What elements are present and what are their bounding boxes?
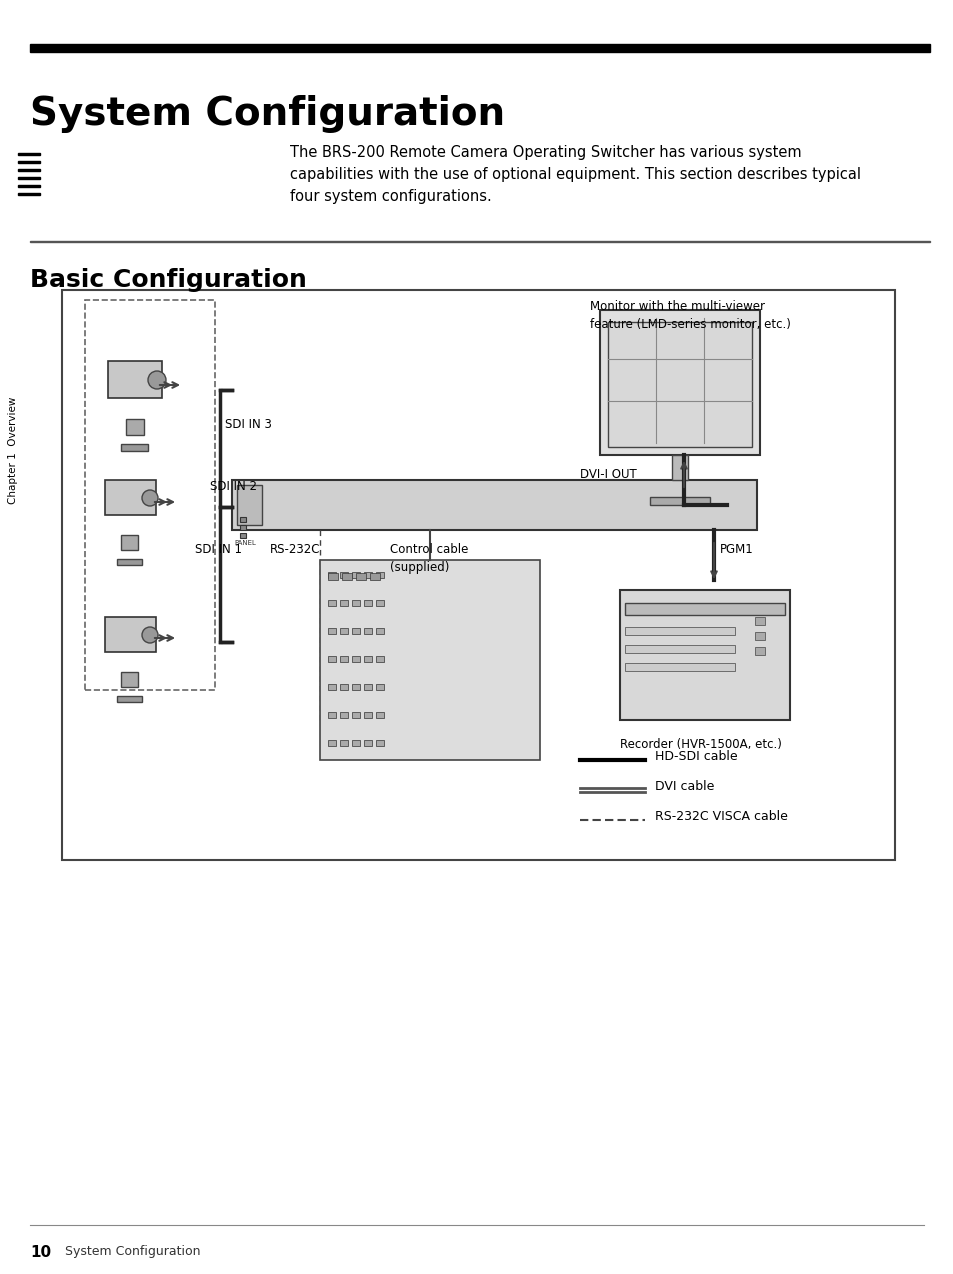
Bar bbox=[352, 712, 359, 719]
Bar bbox=[341, 573, 352, 580]
Text: PGM1: PGM1 bbox=[720, 543, 753, 555]
Bar bbox=[105, 480, 156, 515]
Bar bbox=[375, 740, 384, 747]
Bar bbox=[18, 169, 40, 171]
Bar bbox=[18, 177, 40, 180]
Text: The BRS-200 Remote Camera Operating Switcher has various system
capabilities wit: The BRS-200 Remote Camera Operating Swit… bbox=[290, 145, 861, 204]
Text: HD-SDI cable: HD-SDI cable bbox=[655, 750, 737, 763]
Bar bbox=[352, 684, 359, 691]
Bar bbox=[339, 572, 348, 578]
Bar bbox=[375, 712, 384, 719]
Bar bbox=[624, 662, 734, 671]
Bar bbox=[328, 740, 335, 747]
Bar bbox=[18, 161, 40, 163]
Text: 10: 10 bbox=[30, 1245, 51, 1260]
Bar bbox=[117, 697, 142, 702]
Bar bbox=[328, 656, 335, 662]
Bar bbox=[328, 684, 335, 691]
Bar bbox=[339, 628, 348, 634]
Circle shape bbox=[148, 371, 166, 389]
Bar bbox=[375, 628, 384, 634]
Bar bbox=[328, 572, 335, 578]
Bar bbox=[352, 740, 359, 747]
Bar bbox=[236, 485, 262, 525]
Text: Control cable
(supplied): Control cable (supplied) bbox=[390, 543, 468, 575]
Bar bbox=[624, 603, 784, 615]
Text: DVI cable: DVI cable bbox=[655, 781, 714, 794]
Bar bbox=[364, 740, 372, 747]
Bar bbox=[370, 573, 379, 580]
Bar bbox=[339, 740, 348, 747]
Bar bbox=[355, 573, 366, 580]
Text: DVI-I OUT: DVI-I OUT bbox=[579, 468, 636, 482]
Bar bbox=[240, 525, 246, 530]
Bar bbox=[18, 185, 40, 187]
Text: Chapter 1  Overview: Chapter 1 Overview bbox=[8, 396, 18, 503]
Bar bbox=[375, 600, 384, 606]
Bar bbox=[339, 656, 348, 662]
Bar bbox=[240, 533, 246, 538]
Bar bbox=[18, 153, 40, 155]
Text: Basic Configuration: Basic Configuration bbox=[30, 268, 307, 292]
Bar bbox=[352, 628, 359, 634]
Bar bbox=[754, 647, 764, 655]
Bar bbox=[624, 645, 734, 654]
Bar bbox=[364, 684, 372, 691]
Bar bbox=[232, 480, 757, 530]
Bar bbox=[62, 290, 894, 860]
Bar bbox=[240, 517, 246, 522]
Bar bbox=[607, 322, 751, 447]
Bar bbox=[121, 535, 138, 550]
Bar bbox=[30, 45, 929, 52]
Bar bbox=[352, 656, 359, 662]
Bar bbox=[108, 361, 162, 397]
Bar bbox=[754, 617, 764, 626]
Bar bbox=[375, 684, 384, 691]
Circle shape bbox=[142, 627, 158, 643]
Text: SDI IN 3: SDI IN 3 bbox=[225, 418, 272, 431]
Circle shape bbox=[142, 490, 158, 506]
Bar bbox=[117, 559, 142, 566]
Bar bbox=[126, 419, 144, 434]
Bar bbox=[328, 573, 337, 580]
Bar bbox=[619, 590, 789, 720]
Bar bbox=[649, 497, 709, 505]
Bar bbox=[364, 628, 372, 634]
Text: RS-232C VISCA cable: RS-232C VISCA cable bbox=[655, 810, 787, 823]
Bar bbox=[375, 656, 384, 662]
Text: Recorder (HVR-1500A, etc.): Recorder (HVR-1500A, etc.) bbox=[619, 738, 781, 750]
Bar bbox=[364, 656, 372, 662]
Bar bbox=[375, 572, 384, 578]
Bar bbox=[328, 600, 335, 606]
Bar bbox=[364, 600, 372, 606]
Text: System Configuration: System Configuration bbox=[65, 1245, 200, 1257]
Bar bbox=[339, 712, 348, 719]
Bar bbox=[339, 600, 348, 606]
Bar bbox=[105, 617, 156, 652]
Text: SDI IN 2: SDI IN 2 bbox=[210, 480, 256, 493]
Bar bbox=[339, 684, 348, 691]
Bar bbox=[671, 455, 687, 480]
Text: System Configuration: System Configuration bbox=[30, 96, 504, 132]
Bar bbox=[364, 712, 372, 719]
Bar bbox=[754, 632, 764, 640]
Bar bbox=[328, 712, 335, 719]
Bar bbox=[85, 299, 214, 691]
Bar bbox=[319, 561, 539, 761]
Text: RS-232C: RS-232C bbox=[270, 543, 320, 555]
Bar bbox=[328, 628, 335, 634]
Bar bbox=[352, 600, 359, 606]
Bar bbox=[121, 445, 149, 451]
Bar bbox=[121, 671, 138, 687]
Bar bbox=[624, 627, 734, 634]
Text: PANEL: PANEL bbox=[233, 540, 255, 547]
Bar bbox=[599, 310, 760, 455]
Text: SDI IN 1: SDI IN 1 bbox=[194, 543, 242, 555]
Bar bbox=[352, 572, 359, 578]
Bar bbox=[18, 192, 40, 195]
Bar bbox=[30, 241, 929, 242]
Bar bbox=[364, 572, 372, 578]
Text: Monitor with the multi-viewer
feature (LMD-series monitor, etc.): Monitor with the multi-viewer feature (L… bbox=[589, 299, 790, 331]
